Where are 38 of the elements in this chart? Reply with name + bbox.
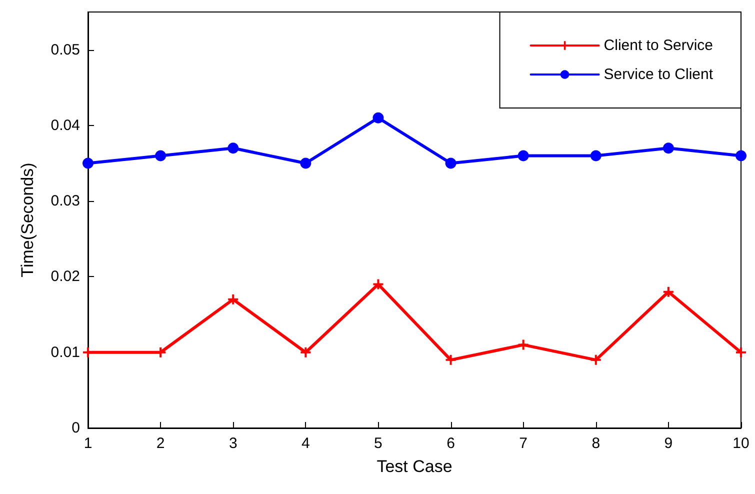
- point: [736, 150, 746, 162]
- y-tick-label: 0.03: [50, 192, 80, 210]
- y-tick-label: 0: [72, 420, 80, 436]
- x-tick-label: 1: [84, 435, 92, 452]
- point: [663, 286, 674, 297]
- x-axis-title: Test Case: [376, 457, 452, 476]
- point: [445, 158, 456, 169]
- x-tick-label: 5: [374, 435, 382, 452]
- x-tick-label: 7: [519, 435, 528, 452]
- point: [590, 354, 601, 365]
- point: [518, 150, 529, 162]
- legend-label: Client to Service: [604, 37, 714, 54]
- x-tick-label: 6: [446, 435, 455, 452]
- point: [82, 158, 94, 169]
- point: [228, 142, 239, 154]
- point: [662, 142, 674, 154]
- y-axis-title: Time(Seconds): [18, 162, 37, 278]
- y-tick-label: 0.05: [50, 41, 80, 58]
- y-tick-label: 0.01: [50, 344, 80, 361]
- point: [155, 150, 166, 162]
- legend-label: Service to Client: [604, 66, 714, 83]
- x-tick-label: 9: [664, 435, 673, 452]
- y-tick-label: 0.04: [50, 116, 80, 134]
- point: [228, 294, 238, 304]
- x-tick-label: 3: [228, 435, 238, 452]
- point: [300, 158, 312, 169]
- y-tick-label: 0.02: [50, 268, 80, 286]
- point: [590, 150, 602, 162]
- x-tick-label: 8: [592, 435, 600, 452]
- point: [373, 279, 384, 290]
- point: [300, 347, 311, 358]
- point: [518, 340, 528, 350]
- x-tick-label: 10: [732, 435, 750, 452]
- x-tick-label: 2: [156, 435, 165, 452]
- x-tick-label: 4: [301, 435, 310, 452]
- point: [446, 354, 456, 365]
- point: [736, 347, 746, 358]
- point: [372, 112, 384, 124]
